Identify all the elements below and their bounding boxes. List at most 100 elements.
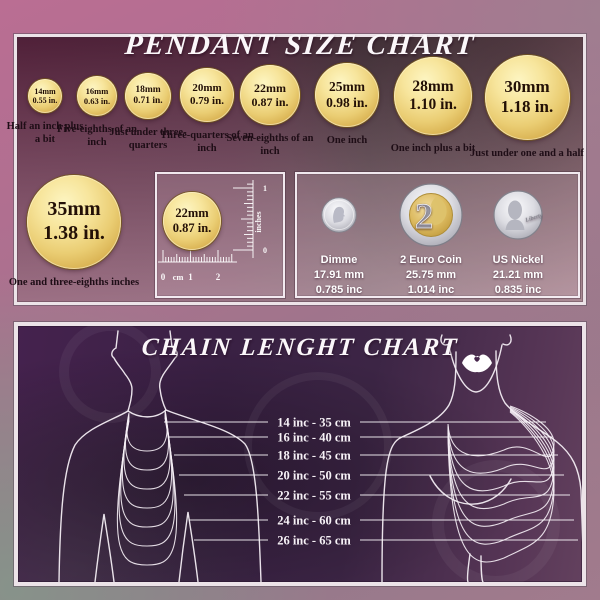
svg-text:1: 1: [188, 272, 193, 282]
dime-coin-icon: [291, 177, 387, 253]
male-chain: [116, 417, 178, 566]
pendant-inch: 1.18 in.: [500, 97, 554, 116]
coin-name: 2 Euro Coin: [400, 254, 462, 266]
chain-length-panel: 14 inc - 35 cm 16 inc - 40 cm 18 inc - 45 …: [14, 322, 586, 586]
necklace-chains: [116, 405, 555, 566]
chain-length-label: 26 inc - 65 cm: [277, 534, 351, 548]
pendant-mm: 18mm: [135, 84, 161, 95]
ornament-swirls: [59, 326, 560, 582]
pendant-circle-20mm: 20mm 0.79 in.: [180, 68, 234, 122]
pendant-size-label: One inch plus a bit: [390, 143, 476, 154]
female-hand-line-2: [480, 555, 484, 582]
pendant-inch: 1.10 in.: [409, 96, 457, 113]
pendant-mm: 16mm: [85, 85, 109, 96]
pendant-inch: 0.87 in.: [251, 95, 289, 109]
pendant-inch: 0.71 in.: [133, 96, 163, 106]
euro-face-value: 2: [415, 196, 433, 236]
pendant-inch: 0.55 in.: [32, 96, 58, 105]
male-chain: [124, 411, 169, 471]
euro-coin-icon: 2: [383, 177, 479, 253]
dime-column: Dimme 17.91 mm 0.785 inc: [291, 177, 387, 298]
pendant-size-label: One and three-eighths inches: [8, 277, 140, 288]
male-collar: [127, 409, 167, 418]
pendant-inch: 0.87 in.: [172, 221, 212, 235]
pendant-circle-28mm: 28mm 1.10 in.: [394, 57, 472, 135]
pendant-chart-title: PENDANT SIZE CHART: [123, 29, 477, 61]
pendant-circle-16mm: 16mm 0.63 in.: [77, 76, 117, 116]
pendant-circle-18mm: 18mm 0.71 in.: [125, 73, 171, 119]
pendant-mm: 14mm: [34, 86, 56, 96]
pendant-inch: 0.98 in.: [326, 95, 368, 110]
svg-text:0: 0: [263, 246, 267, 255]
pendant-size-label: Half an inch plus a bit: [6, 121, 84, 146]
pendant-mm: 22mm: [254, 80, 286, 95]
ruler-svg: 0 1 2 cm 0 1 inches: [158, 180, 267, 282]
pendant-size-label: Just under one and a half: [470, 147, 584, 159]
svg-text:cm: cm: [173, 272, 184, 282]
pendant-size-label: Three-quarters of an inch: [160, 130, 254, 155]
coin-mm: 25.75 mm: [405, 269, 457, 281]
female-ear-left: [440, 334, 450, 346]
pendant-mm: 35mm: [47, 198, 101, 221]
ruler-labels: 0 1 2 cm 0 1 inches: [161, 184, 267, 282]
pendant-size-label: Just under three-quarters: [109, 127, 187, 152]
chain-length-label: 16 inc - 40 cm: [277, 431, 351, 445]
pendant-inch: 0.63 in.: [83, 96, 111, 106]
svg-text:inches: inches: [254, 211, 263, 232]
pendant-size-label: One inch: [326, 135, 368, 146]
pendant-circle-30mm: 30mm 1.18 in.: [484, 54, 570, 140]
male-chain: [120, 415, 174, 528]
male-chain: [126, 409, 168, 452]
chain-length-label: 24 inc - 60 cm: [277, 514, 351, 528]
male-chain: [123, 412, 171, 490]
chain-chart-title: CHAIN LENGHT CHART: [140, 334, 460, 361]
ruler-ticks: [158, 180, 254, 263]
chain-length-label: 18 inc - 45 cm: [277, 449, 351, 463]
coin-reference-box: Dimme 17.91 mm 0.785 inc 2 2 Euro Coin 2…: [295, 172, 580, 298]
female-neck-right: [495, 350, 582, 543]
euro-column: 2 2 Euro Coin 25.75 mm 1.014 inc: [383, 177, 479, 298]
chain-length-label: 22 inc - 55 cm: [277, 489, 351, 503]
pendant-size-label: Seven-eighths of an inch: [226, 133, 314, 158]
coin-mm: 17.91 mm: [313, 269, 365, 281]
length-leader-lines: [164, 421, 578, 541]
pendant-mm: 28mm: [412, 77, 454, 95]
male-chain: [118, 416, 176, 547]
pendant-inch: 1.38 in.: [43, 222, 105, 244]
svg-text:2: 2: [216, 272, 221, 282]
male-chain: [121, 413, 173, 509]
female-hand-line-1: [466, 553, 471, 582]
pendant-circle-25mm: 25mm 0.98 in.: [315, 63, 379, 127]
male-head-left: [58, 330, 133, 582]
chain-length-label: 20 inc - 50 cm: [277, 469, 351, 483]
pendant-mm: 30mm: [504, 76, 550, 96]
nickel-column: Liberty US Nickel 21.21 mm 0.835 inc: [470, 177, 566, 298]
coin-inch: 0.835 inc: [494, 284, 542, 296]
pendant-circle-35mm: 35mm 1.38 in.: [27, 175, 121, 269]
female-chain: [447, 409, 555, 527]
coin-inch: 1.014 inc: [407, 284, 455, 296]
svg-text:0: 0: [161, 272, 166, 282]
nickel-engraving: Liberty: [524, 213, 543, 225]
pendant-size-label: Five-eighths of an inch: [57, 124, 137, 149]
female-chain: [447, 407, 555, 492]
female-chain: [447, 410, 555, 545]
female-neck-left: [381, 351, 457, 582]
coin-name: Dimme: [320, 254, 358, 266]
pendant-mm: 22mm: [175, 206, 209, 221]
female-chain: [447, 406, 555, 474]
pendant-mm: 20mm: [192, 82, 222, 95]
lips-icon: [462, 354, 492, 373]
coin-name: US Nickel: [492, 254, 544, 266]
coin-mm: 21.21 mm: [492, 269, 544, 281]
female-chain: [447, 408, 555, 510]
coin-inch: 0.785 inc: [315, 284, 363, 296]
pendant-circle-22mm: 22mm 0.87 in.: [163, 192, 221, 250]
chain-length-label: 14 inc - 35 cm: [277, 416, 351, 430]
pendant-mm: 25mm: [329, 79, 365, 95]
lips-heart-notch: [474, 356, 480, 362]
male-arm-gap-right: [178, 511, 199, 582]
